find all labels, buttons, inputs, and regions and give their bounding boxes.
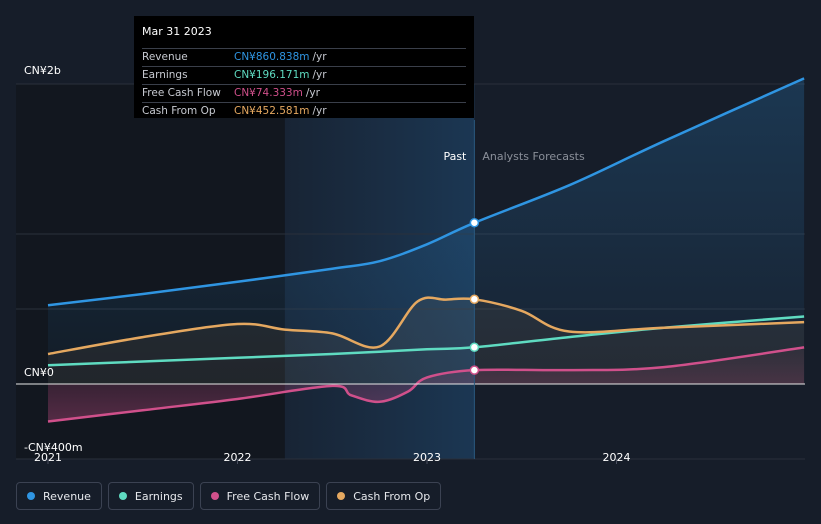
free-cash-flow-point xyxy=(469,365,480,375)
revenue-line xyxy=(47,77,805,307)
legend-label: Earnings xyxy=(134,489,183,503)
tooltip-date: Mar 31 2023 xyxy=(142,25,212,38)
tooltip-row-value: CN¥74.333m xyxy=(234,87,303,99)
x-tick-label: 2023 xyxy=(413,451,441,464)
legend-label: Free Cash Flow xyxy=(226,489,310,503)
revenue-point xyxy=(469,218,480,228)
tooltip-row-value: CN¥196.171m xyxy=(234,69,310,81)
legend-label: Cash From Op xyxy=(353,489,431,503)
tooltip-row-label: Earnings xyxy=(142,69,188,81)
forecast-label: Analysts Forecasts xyxy=(482,150,585,163)
tooltip-row-label: Cash From Op xyxy=(142,105,216,117)
tooltip-row-label: Revenue xyxy=(142,51,188,63)
y-tick-label: CN¥2b xyxy=(24,64,61,77)
y-tick-label: CN¥0 xyxy=(24,366,54,379)
legend-item-revenue[interactable]: Revenue xyxy=(16,482,102,510)
earnings-point xyxy=(469,342,480,352)
tooltip-row: Revenue CN¥860.838m/yr xyxy=(142,48,466,66)
legend-dot-icon xyxy=(210,492,219,500)
tooltip-row-unit: /yr xyxy=(305,87,320,99)
tooltip-row-unit: /yr xyxy=(312,51,327,63)
legend-dot-icon xyxy=(118,492,127,500)
legend: Revenue Earnings Free Cash Flow Cash From O… xyxy=(16,482,442,510)
tooltip-row-unit: /yr xyxy=(312,105,327,117)
revenue-area xyxy=(48,78,805,385)
legend-dot-icon xyxy=(337,492,346,500)
cash-from-op-point xyxy=(469,294,480,304)
tooltip-row-value: CN¥860.838m xyxy=(234,51,310,63)
legend-item-free-cash-flow[interactable]: Free Cash Flow xyxy=(199,482,321,510)
cash-from-op-line xyxy=(47,296,805,356)
tooltip-row-value: CN¥452.581m xyxy=(234,105,310,117)
x-tick-label: 2021 xyxy=(34,451,62,464)
tooltip-row: Cash From Op CN¥452.581m/yr xyxy=(142,102,466,120)
y-tick-label: -CN¥400m xyxy=(24,441,83,454)
past-label: Past xyxy=(443,150,467,163)
x-tick-label: 2022 xyxy=(224,451,252,464)
tooltip-row-label: Free Cash Flow xyxy=(142,87,221,99)
tooltip-row: Free Cash Flow CN¥74.333m/yr xyxy=(142,84,466,102)
tooltip-row-unit: /yr xyxy=(312,69,327,81)
x-tick-label: 2024 xyxy=(603,451,631,464)
legend-label: Revenue xyxy=(43,489,91,503)
legend-dot-icon xyxy=(27,492,35,500)
cash-from-op-area xyxy=(48,297,805,384)
free-cash-flow-line xyxy=(47,346,805,423)
legend-item-earnings[interactable]: Earnings xyxy=(107,482,194,510)
legend-item-cash-from-op[interactable]: Cash From Op xyxy=(326,482,442,510)
tooltip: Mar 31 2023 Revenue CN¥860.838m/yr Earning… xyxy=(134,16,474,118)
tooltip-row: Earnings CN¥196.171m/yr xyxy=(142,66,466,84)
